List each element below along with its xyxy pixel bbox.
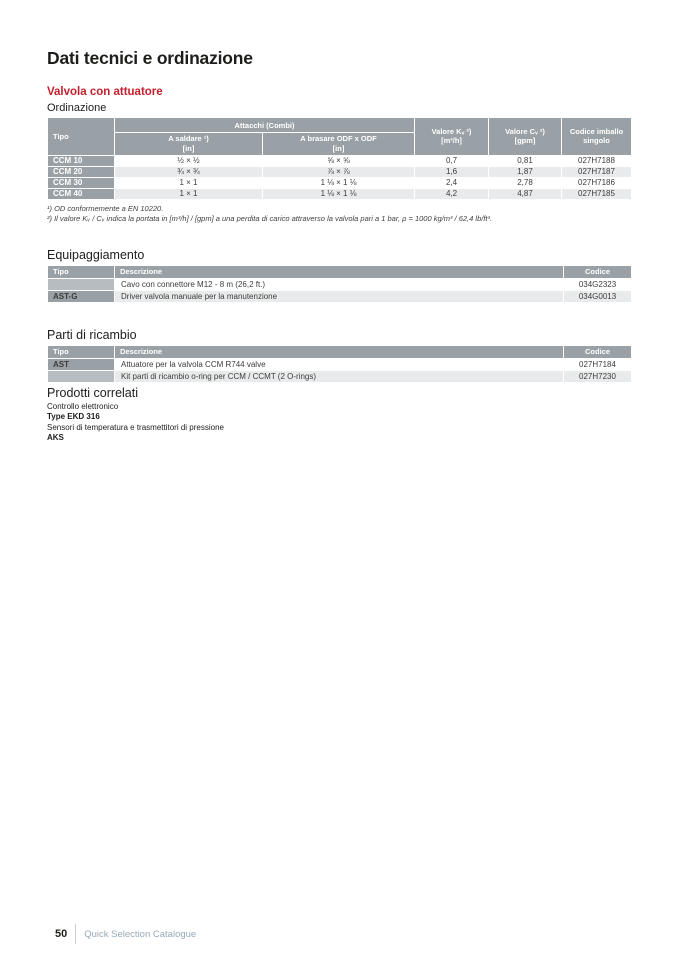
ordering-row: CCM 40 1 × 1 1 ⅛ × 1 ⅛ 4,2 4,87 027H7185 <box>47 187 632 200</box>
page-footer: 50 Quick Selection Catalogue <box>55 923 196 945</box>
equipment-row-codice: 034G0013 <box>563 289 632 303</box>
related-products-section: Prodotti correlati Controllo elettronico… <box>47 386 631 444</box>
valve-section-heading: Valvola con attuatore <box>47 86 163 98</box>
ordering-row-kv: 0,7 <box>414 154 489 167</box>
ordering-row: CCM 30 1 × 1 1 ⅛ × 1 ⅛ 2,4 2,78 027H7186 <box>47 176 632 189</box>
ordering-col-codice: Codice imballo singolo <box>561 117 632 156</box>
spare-parts-col-codice: Codice <box>563 344 632 359</box>
spare-parts-table: Tipo Descrizione Codice AST Attuatore pe… <box>47 344 632 383</box>
equipment-section-heading: Equipaggiamento <box>47 247 145 262</box>
equipment-col-desc: Descrizione <box>114 264 564 279</box>
ordering-row-codice: 027H7188 <box>561 154 632 167</box>
page-number: 50 <box>55 928 68 940</box>
ordering-row-saldare: ¾ × ¾ <box>114 165 263 178</box>
equipment-col-tipo: Tipo <box>47 264 115 279</box>
spare-parts-row-tipo: AST <box>47 357 115 371</box>
spare-parts-row-codice: 027H7184 <box>563 357 632 371</box>
ordering-col-kv: Valore Kᵥ ²) [m³/h] <box>414 117 489 156</box>
footnotes: ¹) OD conformemente a EN 10220. ²) Il va… <box>47 204 631 225</box>
spare-parts-col-desc: Descrizione <box>114 344 564 359</box>
related-products-line: AKS <box>47 433 64 443</box>
ordering-row-saldare: 1 × 1 <box>114 187 263 200</box>
related-products-heading: Prodotti correlati <box>47 385 139 400</box>
spare-parts-row-tipo <box>47 369 115 383</box>
ordering-row-saldare: 1 × 1 <box>114 176 263 189</box>
ordering-row: CCM 10 ½ × ½ ⅝ × ⅝ 0,7 0,81 027H7188 <box>47 154 632 167</box>
related-products-line: Sensori di temperatura e trasmettitori d… <box>47 422 224 432</box>
footnote-2: ²) Il valore Kᵥ / Cᵥ indica la portata i… <box>47 214 493 223</box>
spare-parts-col-tipo: Tipo <box>47 344 115 359</box>
ordering-col-attacchi: Attacchi (Combi) <box>114 117 415 133</box>
ordering-row-cv: 1,87 <box>488 165 562 178</box>
ordering-row-cv: 4,87 <box>488 187 562 200</box>
ordering-row-brasare: 1 ⅛ × 1 ⅛ <box>262 176 415 189</box>
footnote-1: ¹) OD conformemente a EN 10220. <box>47 203 164 213</box>
spare-parts-row-desc: Kit parti di ricambio o-ring per CCM / C… <box>114 369 564 383</box>
ordering-col-cv: Valore Cᵥ ²) [gpm] <box>488 117 562 156</box>
equipment-row-tipo: AST-G <box>47 289 115 303</box>
equipment-table: Tipo Descrizione Codice Cavo con connett… <box>47 264 632 303</box>
equipment-row: Cavo con connettore M12 - 8 m (26,2 ft.)… <box>47 277 632 291</box>
ordering-row-tipo: CCM 30 <box>47 176 115 189</box>
footer-catalogue-label: Quick Selection Catalogue <box>84 928 197 940</box>
page-content: Dati tecnici e ordinazione Valvola con a… <box>0 0 678 444</box>
ordering-row-kv: 2,4 <box>414 176 489 189</box>
ordering-row-kv: 1,6 <box>414 165 489 178</box>
equipment-row-tipo <box>47 277 115 291</box>
ordering-table: Tipo Attacchi (Combi) Valore Kᵥ ²) [m³/h… <box>47 117 632 200</box>
ordering-row-codice: 027H7185 <box>561 187 632 200</box>
ordering-subsection-label: Ordinazione <box>47 102 107 114</box>
ordering-row-kv: 4,2 <box>414 187 489 200</box>
ordering-row-tipo: CCM 20 <box>47 165 115 178</box>
ordering-row-codice: 027H7187 <box>561 165 632 178</box>
ordering-row-cv: 2,78 <box>488 176 562 189</box>
ordering-row-brasare: ⅝ × ⅝ <box>262 154 415 167</box>
related-products-line: Controllo elettronico <box>47 401 119 411</box>
equipment-row-desc: Driver valvola manuale per la manutenzio… <box>114 289 564 303</box>
ordering-row-brasare: 1 ⅛ × 1 ⅛ <box>262 187 415 200</box>
ordering-row-cv: 0,81 <box>488 154 562 167</box>
equipment-row-desc: Cavo con connettore M12 - 8 m (26,2 ft.) <box>114 277 564 291</box>
equipment-row: AST-G Driver valvola manuale per la manu… <box>47 289 632 303</box>
ordering-row: CCM 20 ¾ × ¾ ⅞ × ⅞ 1,6 1,87 027H7187 <box>47 165 632 178</box>
spare-parts-row: Kit parti di ricambio o-ring per CCM / C… <box>47 369 632 383</box>
ordering-row-tipo: CCM 10 <box>47 154 115 167</box>
spare-parts-row-desc: Attuatore per la valvola CCM R744 valve <box>114 357 564 371</box>
ordering-row-saldare: ½ × ½ <box>114 154 263 167</box>
ordering-row-codice: 027H7186 <box>561 176 632 189</box>
ordering-row-tipo: CCM 40 <box>47 187 115 200</box>
ordering-col-brasare: A brasare ODF x ODF [in] <box>262 132 415 156</box>
spare-parts-row-codice: 027H7230 <box>563 369 632 383</box>
ordering-col-saldare: A saldare ¹) [in] <box>114 132 263 156</box>
spare-parts-section-heading: Parti di ricambio <box>47 327 137 342</box>
ordering-col-tipo: Tipo <box>47 117 115 156</box>
ordering-row-brasare: ⅞ × ⅞ <box>262 165 415 178</box>
footer-divider <box>75 924 77 944</box>
spare-parts-row: AST Attuatore per la valvola CCM R744 va… <box>47 357 632 371</box>
equipment-row-codice: 034G2323 <box>563 277 632 291</box>
page-title: Dati tecnici e ordinazione <box>47 48 253 68</box>
related-products-line: Type EKD 316 <box>47 412 100 422</box>
equipment-col-codice: Codice <box>563 264 632 279</box>
